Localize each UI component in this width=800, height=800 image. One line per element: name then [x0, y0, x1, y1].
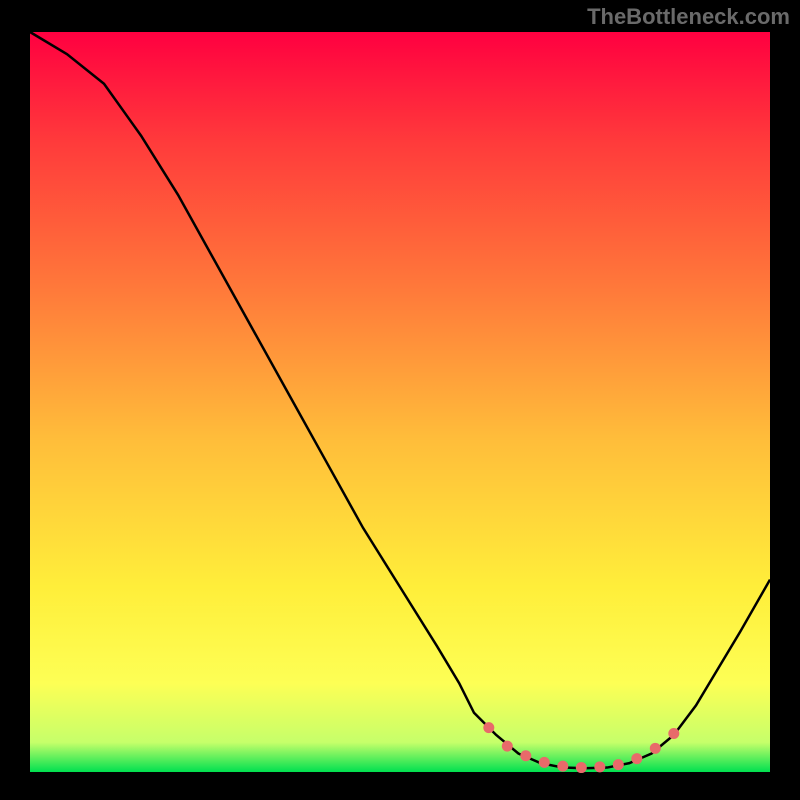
marker-dot: [668, 728, 679, 739]
plot-background-gradient: [30, 32, 770, 772]
marker-dot: [502, 741, 513, 752]
marker-dot: [650, 743, 661, 754]
marker-dot: [483, 722, 494, 733]
marker-dot: [613, 759, 624, 770]
marker-dot: [594, 761, 605, 772]
source-attribution: TheBottleneck.com: [587, 4, 790, 30]
bottleneck-curve-chart: [0, 0, 800, 800]
marker-dot: [576, 762, 587, 773]
chart-container: { "source_text": "TheBottleneck.com", "c…: [0, 0, 800, 800]
marker-dot: [631, 753, 642, 764]
marker-dot: [520, 750, 531, 761]
marker-dot: [539, 757, 550, 768]
marker-dot: [557, 761, 568, 772]
